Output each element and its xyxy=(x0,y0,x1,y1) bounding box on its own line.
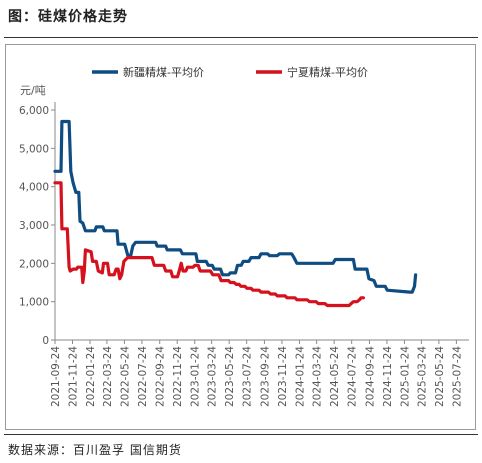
x-tick-label: 2024-07-24 xyxy=(347,346,359,407)
y-tick-label: 5,000 xyxy=(19,143,49,155)
x-tick-label: 2022-07-24 xyxy=(137,346,149,407)
x-tick-label: 2023-05-24 xyxy=(224,346,236,407)
x-tick-label: 2024-11-24 xyxy=(382,346,394,407)
x-tick-label: 2022-01-24 xyxy=(85,346,97,407)
x-tick-label: 2024-09-24 xyxy=(364,346,376,407)
chart-frame: 元/吨 0 1,000 2,000 3,000 4,000 5,000 6,000 2021-0… xyxy=(5,44,476,430)
x-tick-label: 2025-01-24 xyxy=(399,346,411,407)
y-tick-label: 0 xyxy=(42,335,49,347)
y-tick-label: 1,000 xyxy=(19,297,49,309)
legend-label: 宁夏精煤-平均价 xyxy=(287,65,368,79)
x-tick-label: 2023-09-24 xyxy=(259,346,271,407)
y-tick-label: 6,000 xyxy=(19,105,49,117)
title-divider xyxy=(4,37,478,38)
line-chart: 元/吨 0 1,000 2,000 3,000 4,000 5,000 6,000 2021-0… xyxy=(19,65,469,407)
x-tick-label: 2024-05-24 xyxy=(329,346,341,407)
x-tick-label: 2022-03-24 xyxy=(102,346,114,407)
source-divider xyxy=(4,434,478,435)
x-tick-label: 2022-11-24 xyxy=(172,346,184,407)
x-tick-label: 2021-11-24 xyxy=(68,346,80,407)
figure-title: 图：硅煤价格走势 xyxy=(8,9,128,25)
x-tick-label: 2021-09-24 xyxy=(50,346,62,407)
y-axis-unit: 元/吨 xyxy=(20,84,46,97)
series-line-xinjiang xyxy=(53,119,418,294)
x-tick-label: 2023-07-24 xyxy=(242,346,254,407)
x-tick-label: 2022-09-24 xyxy=(155,346,167,407)
x-tick-label: 2022-05-24 xyxy=(119,346,131,407)
y-tick-label: 3,000 xyxy=(19,220,49,232)
x-tick-label: 2023-11-24 xyxy=(277,346,289,407)
x-tick-label: 2024-01-24 xyxy=(294,346,306,407)
series-line-ningxia xyxy=(53,181,365,308)
x-tick-label: 2023-01-24 xyxy=(190,346,202,407)
y-tick-label: 4,000 xyxy=(19,182,49,194)
x-tick-label: 2025-07-24 xyxy=(451,346,463,407)
x-tick-label: 2023-03-24 xyxy=(207,346,219,407)
data-source: 数据来源：百川盈孚 国信期货 xyxy=(8,443,182,457)
x-tick-label: 2025-05-24 xyxy=(434,346,446,407)
y-tick-label: 2,000 xyxy=(19,258,49,270)
x-tick-label: 2024-03-24 xyxy=(312,346,324,407)
x-tick-label: 2025-03-24 xyxy=(416,346,428,407)
legend-label: 新疆精煤-平均价 xyxy=(123,65,204,79)
